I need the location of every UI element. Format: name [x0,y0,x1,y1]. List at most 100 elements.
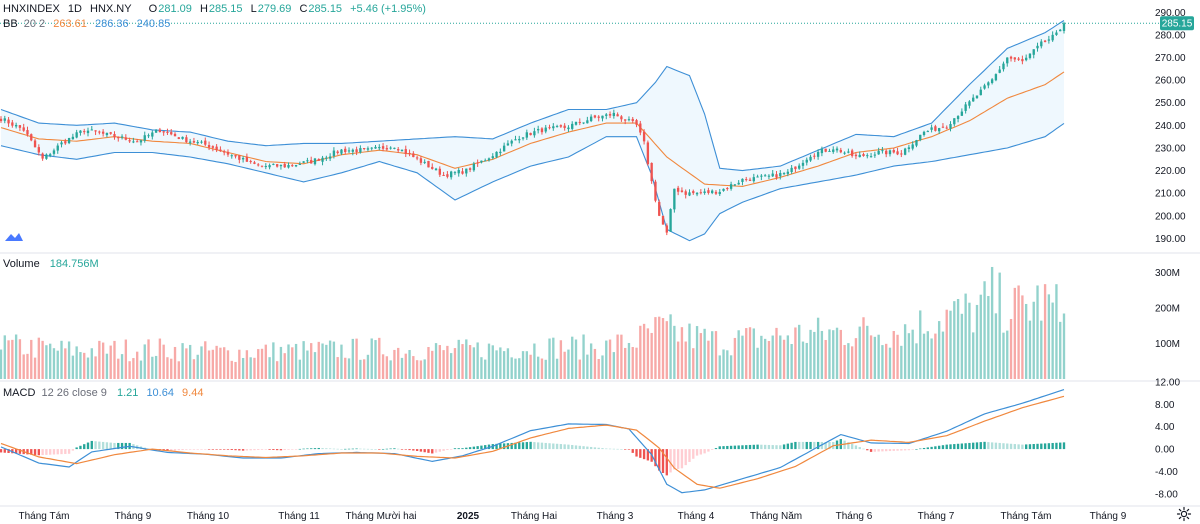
macd-hist-bar [574,445,578,450]
tradingview-logo-icon[interactable] [4,230,24,244]
macd-hist-bar [972,442,975,450]
candle [760,175,763,177]
macd-hist-bar [896,449,899,451]
macd-hist-bar [915,449,918,450]
settings-gear-icon[interactable] [1176,506,1192,522]
candle [109,132,112,134]
candle [869,156,873,158]
candle [423,161,426,163]
macd-hist-bar [185,449,188,450]
candle [695,192,699,195]
candle [336,151,339,154]
candle [673,188,676,210]
macd-hist-bar [635,449,638,457]
macd-hist-bar [211,449,215,450]
candle [257,164,260,166]
bb-params: 20 2 [23,18,46,30]
volume-bar [75,346,78,379]
macd-hist-bar [782,444,786,450]
macd-hist-bar [279,449,283,451]
volume-bar [525,351,528,379]
candle [699,192,703,194]
candle [226,151,230,155]
volume-bar [919,310,922,379]
macd-hist-bar [601,448,604,450]
volume-bar [794,327,797,379]
macd-hist-bar [434,449,438,453]
volume-bar [922,333,926,379]
bb-upper-line [0,20,1065,172]
volume-bar [294,343,298,379]
candle [949,124,952,129]
symbol-name[interactable]: HNXINDEX [3,3,60,15]
macd-hist-bar [1055,442,1058,450]
macd-hist-bar [559,444,563,450]
volume-bar [37,337,41,379]
candle [987,82,990,86]
candle [537,129,540,131]
macd-hist-bar [620,448,623,450]
macd-legend[interactable]: MACD 12 26 close 9 1.21 10.64 9.44 [3,386,208,400]
volume-bar [26,353,29,379]
candle [1032,49,1035,55]
volume-name: Volume [3,258,40,270]
candle [143,135,146,141]
candle [374,146,377,149]
macd-hist-bar [1036,443,1039,450]
candle [786,171,790,174]
volume-bar [673,325,676,379]
volume-bar [930,338,933,379]
bb-upper-value: 286.36 [94,18,129,30]
volume-bar [722,349,725,379]
candle [726,188,729,190]
candle [1036,45,1039,49]
volume-bar [484,359,487,379]
macd-hist-bar [624,449,627,450]
candle [41,153,44,159]
candle [794,166,797,170]
volume-bar [1055,284,1058,379]
volume-bar [211,349,215,379]
volume-bar [359,359,362,379]
volume-bar [1009,318,1013,379]
macd-hist-bar [90,440,93,450]
volume-bar [306,350,309,379]
bb-legend[interactable]: BB 20 2 263.61 286.36 240.85 [3,17,175,31]
macd-hist-bar [854,445,858,450]
candle [555,126,559,128]
volume-bar [200,346,203,379]
macd-hist-bar [1002,443,1005,450]
volume-bar [593,348,597,379]
macd-hist-bar [400,449,404,450]
macd-hist-bar [340,448,343,450]
volume-bar [1032,301,1035,379]
volume-bar [173,346,177,379]
candle [669,209,672,232]
volume-bar [158,338,162,379]
volume-bar [555,358,559,379]
macd-hist-bar [642,449,646,460]
candle [741,178,744,182]
volume-bar [786,335,790,379]
candle [362,148,366,150]
volume-bar [1013,287,1016,379]
volume-bar [393,349,396,379]
candle [533,131,536,136]
volume-bar [1047,294,1051,379]
macd-hist-bar [949,444,952,450]
volume-bar [900,345,903,379]
macd-hist-bar [956,443,960,450]
macd-hist-bar [654,449,657,467]
volume-legend[interactable]: Volume 184.756M [3,257,104,271]
volume-bar [635,347,638,379]
volume-bar [370,338,373,379]
candle [487,158,491,161]
candle [805,159,808,163]
candle [26,130,29,135]
volume-bar [328,340,332,379]
macd-hist-bar [941,445,945,450]
symbol-interval[interactable]: 1D [67,3,82,15]
candle [393,147,396,149]
volume-bar [760,335,763,379]
